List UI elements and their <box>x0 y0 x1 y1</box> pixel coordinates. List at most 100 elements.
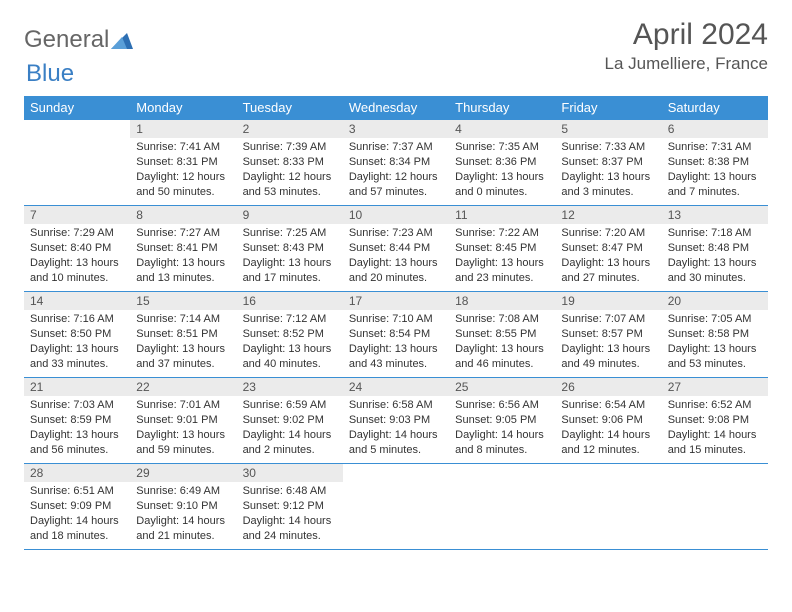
sunset-text: Sunset: 8:47 PM <box>561 241 655 256</box>
day-cell: 28Sunrise: 6:51 AMSunset: 9:09 PMDayligh… <box>24 464 130 550</box>
sunrise-text: Sunrise: 6:51 AM <box>30 484 124 499</box>
day-details: Sunrise: 6:52 AMSunset: 9:08 PMDaylight:… <box>662 396 768 461</box>
sunset-text: Sunset: 9:02 PM <box>243 413 337 428</box>
day-number: 23 <box>237 378 343 396</box>
day-cell: 15Sunrise: 7:14 AMSunset: 8:51 PMDayligh… <box>130 292 236 378</box>
sunset-text: Sunset: 8:43 PM <box>243 241 337 256</box>
sunrise-text: Sunrise: 6:48 AM <box>243 484 337 499</box>
sunrise-text: Sunrise: 7:05 AM <box>668 312 762 327</box>
sunset-text: Sunset: 8:51 PM <box>136 327 230 342</box>
sunrise-text: Sunrise: 7:20 AM <box>561 226 655 241</box>
day-cell: 11Sunrise: 7:22 AMSunset: 8:45 PMDayligh… <box>449 206 555 292</box>
day-cell: 19Sunrise: 7:07 AMSunset: 8:57 PMDayligh… <box>555 292 661 378</box>
day-number: 14 <box>24 292 130 310</box>
day-cell <box>662 464 768 550</box>
daylight-text: Daylight: 12 hours and 53 minutes. <box>243 170 337 200</box>
sunrise-text: Sunrise: 7:07 AM <box>561 312 655 327</box>
sunset-text: Sunset: 8:38 PM <box>668 155 762 170</box>
daylight-text: Daylight: 14 hours and 12 minutes. <box>561 428 655 458</box>
weekday-header: Sunday <box>24 96 130 120</box>
sunset-text: Sunset: 9:08 PM <box>668 413 762 428</box>
day-cell: 27Sunrise: 6:52 AMSunset: 9:08 PMDayligh… <box>662 378 768 464</box>
daylight-text: Daylight: 13 hours and 49 minutes. <box>561 342 655 372</box>
day-cell: 3Sunrise: 7:37 AMSunset: 8:34 PMDaylight… <box>343 120 449 206</box>
day-cell: 18Sunrise: 7:08 AMSunset: 8:55 PMDayligh… <box>449 292 555 378</box>
day-number: 17 <box>343 292 449 310</box>
day-number <box>343 464 449 468</box>
week-row: 14Sunrise: 7:16 AMSunset: 8:50 PMDayligh… <box>24 292 768 378</box>
day-number: 25 <box>449 378 555 396</box>
weekday-header: Monday <box>130 96 236 120</box>
day-number: 27 <box>662 378 768 396</box>
daylight-text: Daylight: 12 hours and 50 minutes. <box>136 170 230 200</box>
sunset-text: Sunset: 8:58 PM <box>668 327 762 342</box>
sunrise-text: Sunrise: 7:16 AM <box>30 312 124 327</box>
sunset-text: Sunset: 8:52 PM <box>243 327 337 342</box>
day-number: 10 <box>343 206 449 224</box>
daylight-text: Daylight: 13 hours and 20 minutes. <box>349 256 443 286</box>
daylight-text: Daylight: 13 hours and 53 minutes. <box>668 342 762 372</box>
day-cell: 13Sunrise: 7:18 AMSunset: 8:48 PMDayligh… <box>662 206 768 292</box>
day-number: 7 <box>24 206 130 224</box>
day-number: 12 <box>555 206 661 224</box>
day-details: Sunrise: 7:10 AMSunset: 8:54 PMDaylight:… <box>343 310 449 375</box>
daylight-text: Daylight: 13 hours and 0 minutes. <box>455 170 549 200</box>
day-details: Sunrise: 7:22 AMSunset: 8:45 PMDaylight:… <box>449 224 555 289</box>
day-cell <box>343 464 449 550</box>
day-number <box>449 464 555 468</box>
sunrise-text: Sunrise: 7:25 AM <box>243 226 337 241</box>
weekday-header: Friday <box>555 96 661 120</box>
day-number: 13 <box>662 206 768 224</box>
day-details: Sunrise: 6:54 AMSunset: 9:06 PMDaylight:… <box>555 396 661 461</box>
daylight-text: Daylight: 13 hours and 46 minutes. <box>455 342 549 372</box>
day-cell: 6Sunrise: 7:31 AMSunset: 8:38 PMDaylight… <box>662 120 768 206</box>
sunrise-text: Sunrise: 7:37 AM <box>349 140 443 155</box>
sunset-text: Sunset: 8:34 PM <box>349 155 443 170</box>
day-cell: 22Sunrise: 7:01 AMSunset: 9:01 PMDayligh… <box>130 378 236 464</box>
day-details: Sunrise: 6:56 AMSunset: 9:05 PMDaylight:… <box>449 396 555 461</box>
sunrise-text: Sunrise: 7:08 AM <box>455 312 549 327</box>
week-row: 21Sunrise: 7:03 AMSunset: 8:59 PMDayligh… <box>24 378 768 464</box>
sunrise-text: Sunrise: 6:58 AM <box>349 398 443 413</box>
day-details: Sunrise: 6:49 AMSunset: 9:10 PMDaylight:… <box>130 482 236 547</box>
day-cell: 17Sunrise: 7:10 AMSunset: 8:54 PMDayligh… <box>343 292 449 378</box>
sunset-text: Sunset: 8:33 PM <box>243 155 337 170</box>
sunrise-text: Sunrise: 6:59 AM <box>243 398 337 413</box>
day-number: 3 <box>343 120 449 138</box>
day-details: Sunrise: 6:58 AMSunset: 9:03 PMDaylight:… <box>343 396 449 461</box>
sunset-text: Sunset: 9:09 PM <box>30 499 124 514</box>
week-row: 28Sunrise: 6:51 AMSunset: 9:09 PMDayligh… <box>24 464 768 550</box>
day-details: Sunrise: 7:05 AMSunset: 8:58 PMDaylight:… <box>662 310 768 375</box>
daylight-text: Daylight: 14 hours and 8 minutes. <box>455 428 549 458</box>
day-number: 20 <box>662 292 768 310</box>
day-details: Sunrise: 7:16 AMSunset: 8:50 PMDaylight:… <box>24 310 130 375</box>
day-number: 19 <box>555 292 661 310</box>
calendar-table: Sunday Monday Tuesday Wednesday Thursday… <box>24 96 768 550</box>
day-number: 26 <box>555 378 661 396</box>
day-details: Sunrise: 7:18 AMSunset: 8:48 PMDaylight:… <box>662 224 768 289</box>
day-cell: 25Sunrise: 6:56 AMSunset: 9:05 PMDayligh… <box>449 378 555 464</box>
day-number: 29 <box>130 464 236 482</box>
day-number: 1 <box>130 120 236 138</box>
sunrise-text: Sunrise: 7:01 AM <box>136 398 230 413</box>
daylight-text: Daylight: 13 hours and 59 minutes. <box>136 428 230 458</box>
sunrise-text: Sunrise: 7:41 AM <box>136 140 230 155</box>
day-details: Sunrise: 7:35 AMSunset: 8:36 PMDaylight:… <box>449 138 555 203</box>
daylight-text: Daylight: 13 hours and 33 minutes. <box>30 342 124 372</box>
sunrise-text: Sunrise: 7:22 AM <box>455 226 549 241</box>
logo-text-blue: Blue <box>26 60 74 87</box>
sunset-text: Sunset: 8:54 PM <box>349 327 443 342</box>
daylight-text: Daylight: 14 hours and 18 minutes. <box>30 514 124 544</box>
day-details: Sunrise: 7:29 AMSunset: 8:40 PMDaylight:… <box>24 224 130 289</box>
day-cell: 8Sunrise: 7:27 AMSunset: 8:41 PMDaylight… <box>130 206 236 292</box>
day-number: 22 <box>130 378 236 396</box>
daylight-text: Daylight: 13 hours and 37 minutes. <box>136 342 230 372</box>
sunset-text: Sunset: 8:31 PM <box>136 155 230 170</box>
weekday-header: Wednesday <box>343 96 449 120</box>
sunset-text: Sunset: 8:45 PM <box>455 241 549 256</box>
day-number: 24 <box>343 378 449 396</box>
day-cell: 10Sunrise: 7:23 AMSunset: 8:44 PMDayligh… <box>343 206 449 292</box>
sunset-text: Sunset: 8:37 PM <box>561 155 655 170</box>
day-details: Sunrise: 6:51 AMSunset: 9:09 PMDaylight:… <box>24 482 130 547</box>
day-cell: 30Sunrise: 6:48 AMSunset: 9:12 PMDayligh… <box>237 464 343 550</box>
